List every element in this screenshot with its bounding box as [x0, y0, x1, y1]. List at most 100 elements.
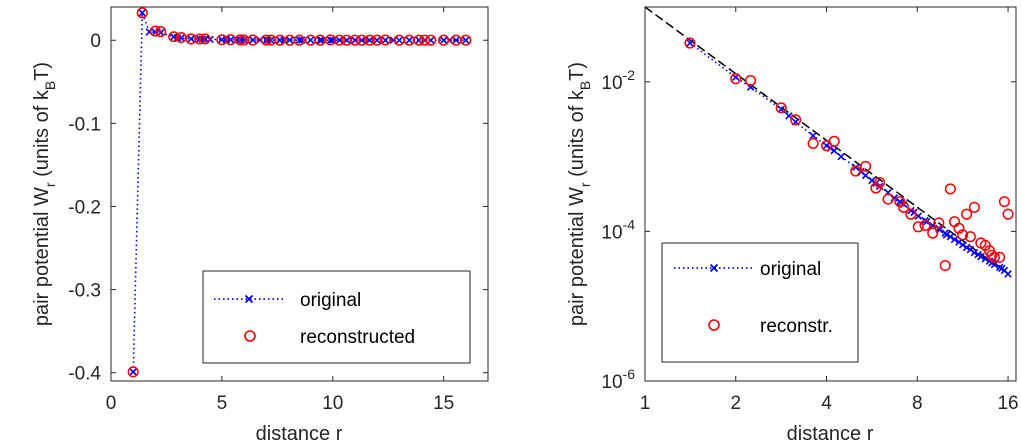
left-series-original-point [138, 9, 147, 17]
left-legend-original-marker [244, 294, 254, 304]
right-series-original-point [962, 243, 971, 252]
left-x-axis-label: distance r [256, 423, 343, 445]
right-y-tick-exponent: -4 [623, 216, 636, 232]
right-series-reconstructed-point [874, 176, 886, 189]
right-legend-original-label: original [760, 259, 821, 280]
right-series-original-point [830, 146, 838, 155]
right-x-tick-label: 1 [640, 393, 651, 414]
right-series-reconstructed-point [790, 114, 802, 126]
right-series-original-point [958, 241, 967, 249]
right-series-reconstructed-point [828, 135, 840, 147]
right-y-axis-label-main: pair potential W [566, 187, 588, 326]
right-legend: original reconstr. [661, 242, 859, 363]
left-series-reconstructed-point [413, 34, 425, 46]
right-legend-reconstr-marker [708, 319, 720, 331]
left-legend-box [202, 270, 471, 364]
right-series-reconstructed-point [684, 37, 696, 49]
left-series-original-point [381, 36, 390, 44]
left-series-original-point [226, 35, 235, 44]
left-y-axis-label: pair potential Wr (units of kBT) [31, 62, 58, 326]
right-series-reconstructed-point [850, 165, 862, 177]
left-series-reconstructed-point [356, 34, 368, 46]
left-x-tick-label: 0 [106, 393, 117, 414]
right-series-original-point [946, 232, 955, 241]
left-series-original-point [373, 36, 381, 44]
right-series-reconstructed-point [988, 251, 1000, 263]
right-x-tick-label: 16 [997, 393, 1018, 414]
right-series-reconstructed-point [927, 227, 939, 239]
right-series-original-point [1004, 270, 1012, 278]
left-series-original-point [335, 36, 344, 44]
right-series-reconstructed-point [933, 217, 945, 229]
right-series-original-point [942, 231, 951, 239]
left-chart: 0 5 10 15 0 -0.1 -0.2 -0.3 -0.4 distance r pair … [31, 6, 489, 445]
left-y-axis-label-main: pair potential W [31, 187, 53, 326]
left-series-reconstructed-point [364, 34, 376, 46]
left-x-tick-label: 15 [433, 393, 454, 414]
right-series-reconstructed-point [807, 137, 819, 149]
right-y-axis-label-units-sub: B [577, 81, 593, 90]
right-series-original-point [970, 248, 979, 257]
right-series-reconstructed-point [964, 231, 976, 243]
right-y-tick-base: 10 [601, 222, 622, 243]
left-series-reconstructed-point [136, 7, 148, 19]
right-y-axis-label-units-close: T) [566, 62, 588, 81]
right-x-tick-label: 4 [821, 393, 832, 414]
left-series-reconstructed-point [425, 34, 437, 46]
right-y-tick-label: 10-4 [601, 216, 635, 243]
right-series-reconstructed-point [968, 201, 980, 213]
left-y-tick-label: -0.4 [68, 364, 101, 385]
right-series-reconstructed-point [905, 208, 917, 220]
left-series-original-point [326, 36, 335, 44]
left-series-reconstructed-point [460, 34, 472, 46]
right-y-tick-exponent: -2 [623, 67, 636, 83]
right-series-original-point [875, 182, 884, 191]
right-series-reconstructed-point [939, 259, 951, 272]
right-series-reconstructed-point [860, 160, 872, 172]
right-series-original-point [686, 39, 694, 47]
right-series-reconstructed-point [986, 249, 998, 261]
right-series-reconstructed-point [882, 193, 894, 205]
right-series-reconstructed-point [957, 229, 969, 241]
right-series-reconstructed-point [998, 196, 1010, 208]
left-series-reconstructed-point [149, 25, 161, 37]
left-series-reconstructed-point [185, 33, 197, 45]
right-y-axis-label-sub: r [577, 182, 593, 187]
left-y-axis-label-units: (units of k [31, 89, 53, 182]
left-series-reconstructed-point [127, 366, 139, 378]
left-series-original-point [462, 36, 470, 44]
right-plot-marks [644, 6, 1014, 278]
right-series-original-point [950, 235, 959, 244]
right-series-reconstructed-point [894, 196, 906, 208]
left-series-original-point [405, 36, 414, 44]
left-series-reconstructed-point [293, 34, 305, 46]
right-y-tick-base: 10 [601, 73, 622, 94]
left-series-reconstructed-point [260, 34, 272, 46]
right-series-original-point [928, 221, 937, 230]
right-series-reconstructed-point [870, 182, 882, 194]
left-series-reconstructed-point [234, 34, 246, 46]
right-series-original-point [977, 252, 985, 261]
left-series-original-point [129, 368, 137, 376]
left-x-tick-label: 5 [217, 393, 228, 414]
left-series-reconstructed-point [341, 34, 353, 46]
right-series-reconstructed-point [775, 102, 787, 114]
right-series-reconstructed-point [898, 201, 910, 213]
left-series-reconstructed-point [349, 34, 361, 46]
left-series-original-point [395, 36, 404, 44]
left-series-original-point [240, 36, 248, 44]
right-y-axis-label-units: (units of k [566, 89, 588, 182]
left-x-tick-label: 10 [322, 393, 343, 414]
right-y-axis-label: pair potential Wr (units of kBT) [566, 62, 593, 326]
right-x-tick-label: 2 [730, 393, 741, 414]
right-series-original-point [731, 73, 740, 82]
left-ticks: 0 5 10 15 0 -0.1 -0.2 -0.3 -0.4 [68, 7, 488, 414]
left-y-axis-label-units-sub: B [42, 81, 58, 90]
right-y-tick-base: 10 [601, 372, 622, 393]
left-series-original-point [342, 36, 351, 44]
left-series-reconstructed-point [216, 34, 228, 46]
right-series-original-point [861, 171, 870, 180]
